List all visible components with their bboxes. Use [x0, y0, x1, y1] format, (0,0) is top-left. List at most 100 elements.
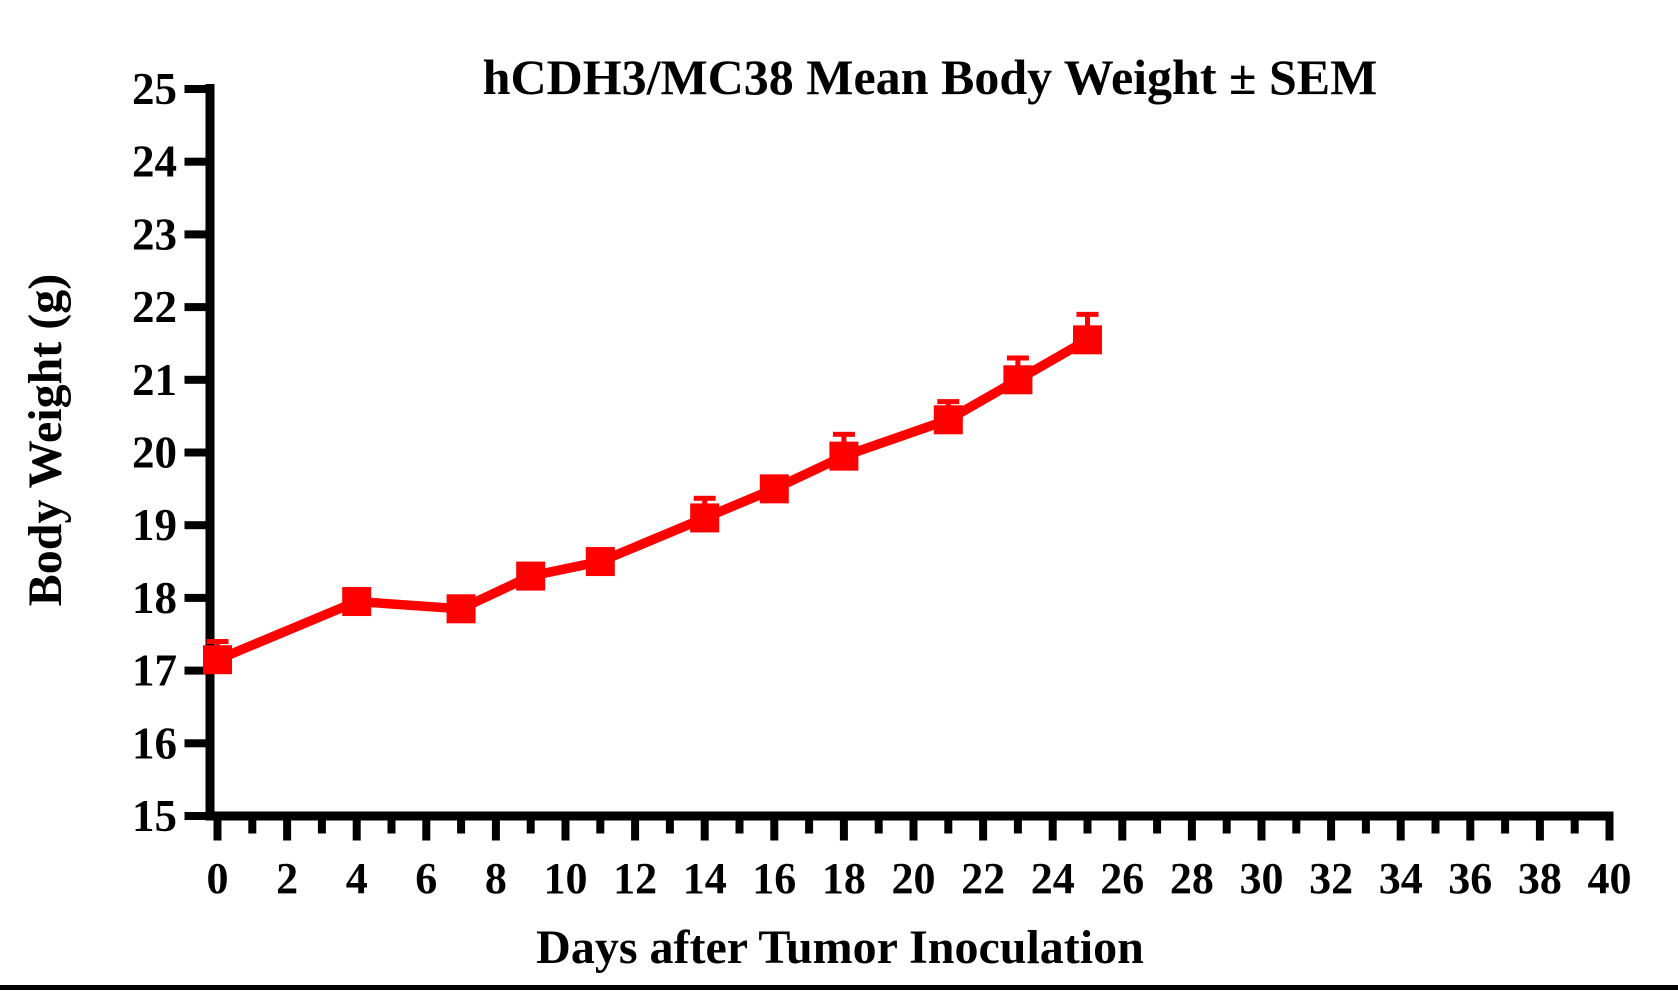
x-minor-tick	[1153, 820, 1162, 834]
x-minor-tick	[1570, 820, 1579, 834]
x-tick-label: 4	[346, 854, 368, 903]
y-axis-spine	[205, 84, 215, 821]
x-minor-tick	[1013, 820, 1022, 834]
x-minor-tick	[596, 820, 605, 834]
data-point-marker	[759, 474, 789, 504]
x-minor-tick	[805, 820, 814, 834]
x-major-tick	[352, 820, 361, 841]
x-tick-label: 12	[613, 854, 657, 903]
data-point-marker	[1073, 325, 1102, 355]
data-point-marker	[829, 441, 859, 471]
data-point-marker	[1003, 365, 1033, 395]
x-minor-tick	[1292, 820, 1301, 834]
x-tick-label: 2	[276, 854, 298, 903]
error-bar-cap	[1006, 355, 1029, 361]
y-tick	[184, 375, 206, 384]
y-tick-label: 25	[132, 64, 177, 114]
x-minor-tick	[317, 820, 326, 834]
y-tick	[184, 593, 206, 602]
error-bar-cap	[693, 495, 716, 501]
x-tick-label: 10	[544, 854, 588, 903]
x-minor-tick	[1083, 820, 1092, 834]
y-tick	[184, 521, 206, 530]
data-point-marker	[446, 594, 476, 624]
error-bar-cap	[1076, 311, 1099, 317]
x-axis-spine	[205, 811, 1614, 821]
y-tick-label: 23	[132, 209, 177, 259]
x-minor-tick	[248, 820, 257, 834]
x-major-tick	[1257, 820, 1266, 841]
data-point-marker	[203, 645, 232, 675]
x-tick-label: 16	[752, 854, 796, 903]
y-tick	[184, 666, 206, 675]
data-point-marker	[585, 547, 615, 577]
y-tick-label: 21	[132, 355, 177, 405]
x-major-tick	[1118, 820, 1127, 841]
y-tick	[184, 85, 206, 93]
y-tick	[184, 448, 206, 457]
x-major-tick	[1327, 820, 1336, 841]
x-tick-label: 24	[1031, 854, 1075, 903]
x-tick-label: 8	[485, 854, 507, 903]
x-minor-tick	[1222, 820, 1231, 834]
x-tick-label: 34	[1379, 854, 1423, 903]
y-tick-label: 20	[132, 428, 177, 478]
x-major-tick	[979, 820, 988, 841]
x-major-tick	[491, 820, 500, 841]
x-major-tick	[1605, 820, 1614, 841]
x-tick-label: 36	[1448, 854, 1492, 903]
x-tick-label: 22	[961, 854, 1005, 903]
data-point-marker	[690, 503, 720, 533]
x-tick-label: 32	[1309, 854, 1353, 903]
x-minor-tick	[735, 820, 744, 834]
y-tick-label: 19	[132, 500, 177, 550]
x-tick-label: 26	[1100, 854, 1144, 903]
y-tick	[184, 812, 206, 820]
x-major-tick	[631, 820, 640, 841]
x-major-tick	[283, 820, 292, 841]
y-tick-label: 18	[132, 573, 177, 623]
error-bar-cap	[937, 399, 960, 405]
x-tick-label: 20	[892, 854, 936, 903]
x-minor-tick	[874, 820, 883, 834]
x-minor-tick	[457, 820, 466, 834]
y-tick-label: 22	[132, 282, 177, 332]
y-tick	[184, 303, 206, 312]
chart-title: hCDH3/MC38 Mean Body Weight ± SEM	[482, 49, 1378, 105]
data-point-marker	[933, 405, 963, 435]
y-tick-label: 15	[132, 791, 177, 841]
x-major-tick	[1396, 820, 1405, 841]
x-minor-tick	[387, 820, 396, 834]
x-tick-label: 14	[683, 854, 727, 903]
x-major-tick	[909, 820, 918, 841]
y-tick	[184, 230, 206, 239]
x-tick-label: 28	[1170, 854, 1214, 903]
y-tick-label: 17	[132, 646, 177, 696]
x-axis-title: Days after Tumor Inoculation	[536, 921, 1144, 974]
x-tick-label: 6	[415, 854, 437, 903]
error-bar-cap	[206, 639, 229, 645]
x-major-tick	[1048, 820, 1057, 841]
x-tick-label: 38	[1518, 854, 1562, 903]
x-minor-tick	[1431, 820, 1440, 834]
error-bar-cap	[832, 431, 855, 437]
x-major-tick	[770, 820, 779, 841]
x-major-tick	[213, 820, 222, 841]
x-minor-tick	[526, 820, 535, 834]
data-point-marker	[342, 587, 372, 617]
y-tick	[184, 157, 206, 166]
x-major-tick	[561, 820, 570, 841]
x-tick-label: 18	[822, 854, 866, 903]
x-tick-label: 40	[1588, 854, 1632, 903]
y-tick-label: 16	[132, 718, 177, 768]
x-major-tick	[1535, 820, 1544, 841]
x-minor-tick	[944, 820, 953, 834]
y-tick-label: 24	[132, 137, 177, 187]
x-tick-label: 30	[1240, 854, 1284, 903]
x-tick-label: 0	[207, 854, 229, 903]
x-major-tick	[839, 820, 848, 841]
x-major-tick	[1466, 820, 1475, 841]
data-point-marker	[516, 561, 546, 591]
